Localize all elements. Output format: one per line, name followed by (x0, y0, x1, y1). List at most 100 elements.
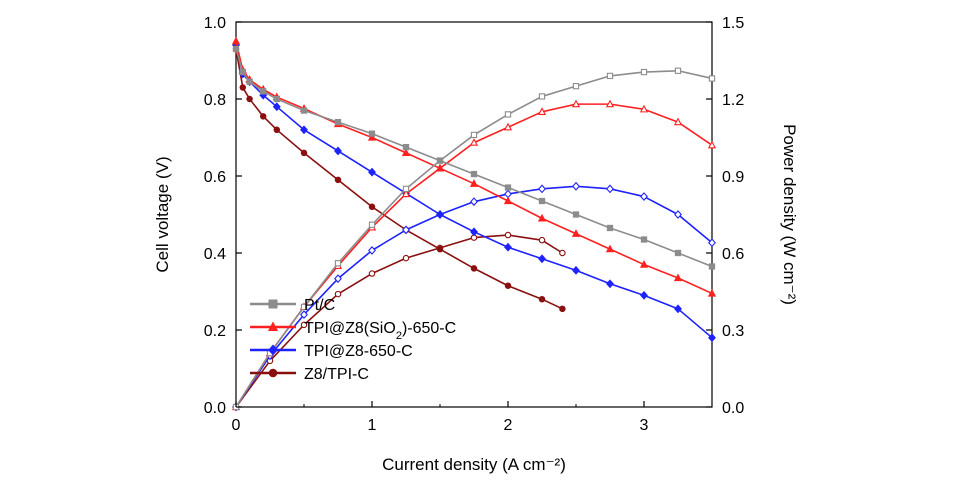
polarization-point-tpi-z8-650-c (708, 333, 716, 343)
power-point-tpi-z8-650-c (640, 192, 648, 201)
power-point-z8-tpi-c (368, 270, 376, 277)
power-point-pt-c (300, 303, 308, 311)
polarization-point-pt-c (708, 263, 716, 270)
y-left-tick-label: 1.0 (204, 15, 226, 32)
polarization-point-z8-tpi-c (239, 84, 247, 91)
series-pt-c (232, 45, 716, 411)
power-point-z8-tpi-c (334, 290, 342, 298)
y-right-tick-label: 1.5 (722, 15, 744, 32)
x-tick-label: 1 (368, 417, 377, 434)
power-point-pt-c (334, 260, 342, 267)
polarization-point-tpi-z8-650-c (606, 279, 614, 289)
power-point-tpi-z8-650-c (708, 238, 716, 248)
y-left-axis-title: Cell voltage (V) (153, 156, 172, 272)
power-point-tpi-z8-sio-650-c (639, 104, 649, 113)
x-tick-label: 0 (232, 417, 241, 434)
power-point-tpi-z8-sio-650-c (503, 122, 513, 131)
polarization-point-z8-tpi-c (504, 282, 512, 289)
power-point-pt-c (470, 131, 478, 139)
power-point-pt-c (402, 185, 410, 192)
legend-label-z8-tpi-c: Z8/TPI-C (304, 366, 369, 383)
polarization-point-pt-c (504, 184, 512, 191)
polarization-point-z8-tpi-c (246, 95, 253, 103)
power-point-tpi-z8-650-c (470, 197, 478, 207)
polarization-point-pt-c (640, 236, 648, 243)
power-point-tpi-z8-650-c (606, 184, 614, 194)
polarization-point-tpi-z8-650-c (504, 242, 512, 252)
y-right-tick-label: 0.6 (722, 246, 744, 263)
polarization-point-pt-c (470, 170, 478, 178)
legend-label-pt-c: Pt/C (304, 297, 335, 314)
power-point-pt-c (504, 111, 512, 118)
power-point-tpi-z8-650-c (572, 181, 580, 191)
y-left-tick-label: 0.0 (204, 400, 226, 417)
polarization-point-tpi-z8-sio-650-c (231, 36, 241, 45)
polarization-point-z8-tpi-c (470, 265, 478, 272)
y-left-tick-label: 0.6 (204, 169, 226, 186)
power-point-tpi-z8-sio-650-c (707, 140, 717, 149)
y-left-tick-label: 0.2 (204, 323, 226, 340)
power-point-tpi-z8-sio-650-c (469, 138, 479, 146)
polarization-point-tpi-z8-sio-650-c (435, 163, 445, 172)
polarization-point-tpi-z8-sio-650-c (605, 244, 615, 253)
polarization-curve-z8-tpi-c (235, 48, 563, 310)
power-point-tpi-z8-sio-650-c (605, 99, 615, 108)
power-point-z8-tpi-c (402, 254, 410, 262)
power-point-pt-c (572, 83, 580, 90)
power-curve-tpi-z8-sio-650-c (235, 103, 713, 408)
polarization-point-pt-c (273, 95, 280, 103)
power-point-tpi-z8-650-c (334, 274, 342, 284)
axis-layer: 0 1 2 3 0.0 0.2 0.4 0.6 0.8 1.0 0.0 0.3 0.6 0.9 1.2 1.5 (204, 15, 745, 434)
polarization-point-pt-c (246, 78, 253, 85)
polarization-point-tpi-z8-650-c (334, 146, 342, 156)
legend-marker-tpi-z8-sio2-650-c (267, 321, 279, 331)
polarization-point-pt-c (260, 88, 267, 95)
polarization-point-z8-tpi-c (273, 126, 281, 134)
power-point-pt-c (674, 67, 682, 74)
polarization-point-pt-c (300, 107, 308, 114)
legend-item-z8-tpi-c: Z8/TPI-C (250, 366, 369, 383)
power-point-pt-c (606, 72, 614, 80)
polarization-point-z8-tpi-c (259, 113, 267, 120)
polarization-curve-tpi-z8-650-c (235, 44, 713, 339)
power-point-tpi-z8-sio-650-c (571, 99, 581, 108)
polarization-point-pt-c (232, 45, 240, 53)
plot-area: 0 1 2 3 0.0 0.2 0.4 0.6 0.8 1.0 0.0 0.3 0.6 0.9 1.2 1.5 (204, 15, 745, 434)
polarization-point-pt-c (674, 249, 682, 257)
polarization-point-tpi-z8-sio-650-c (401, 148, 411, 157)
polarization-point-tpi-z8-650-c (572, 265, 580, 275)
legend-label-subscript: 2 (396, 330, 402, 342)
polarization-point-tpi-z8-650-c (272, 102, 281, 112)
power-point-tpi-z8-sio-650-c (401, 189, 411, 198)
polarization-point-tpi-z8-650-c (436, 210, 444, 219)
polarization-point-tpi-z8-650-c (470, 227, 478, 237)
polarization-point-tpi-z8-sio-650-c (673, 273, 683, 282)
power-point-pt-c (640, 68, 648, 76)
polarization-point-pt-c (334, 118, 342, 126)
y-right-tick-label: 1.2 (722, 92, 744, 109)
power-point-tpi-z8-650-c (538, 184, 546, 194)
power-point-tpi-z8-650-c (368, 246, 376, 255)
power-point-z8-tpi-c (504, 231, 512, 239)
polarization-point-tpi-z8-650-c (300, 125, 308, 135)
polarization-point-tpi-z8-sio-650-c (537, 213, 547, 222)
legend-label-tpi-z8-650-c: TPI@Z8-650-C (304, 343, 413, 360)
legend-item-tpi-z8-sio2-650-c: TPI@Z8(SiO2)-650-C (250, 320, 456, 342)
plot-frame (235, 21, 713, 408)
polarization-point-tpi-z8-650-c (674, 304, 682, 314)
power-point-tpi-z8-sio-650-c (537, 107, 547, 115)
polarization-point-pt-c (538, 197, 546, 205)
polarization-point-tpi-z8-sio-650-c (571, 229, 581, 237)
polarization-point-tpi-z8-650-c (640, 290, 648, 300)
x-axis-title: Current density (A cm⁻²) (382, 455, 566, 474)
power-point-tpi-z8-650-c (300, 310, 308, 320)
power-point-tpi-z8-sio-650-c (673, 117, 683, 126)
legend-item-pt-c: Pt/C (250, 297, 335, 314)
polarization-point-pt-c (436, 157, 444, 164)
power-point-tpi-z8-650-c (402, 225, 410, 235)
polarization-point-pt-c (402, 143, 410, 151)
legend-label-tpi-z8-sio2-650-c: TPI@Z8(SiO2)-650-C (304, 320, 456, 342)
power-point-pt-c (538, 93, 546, 100)
polarization-point-z8-tpi-c (538, 295, 546, 303)
